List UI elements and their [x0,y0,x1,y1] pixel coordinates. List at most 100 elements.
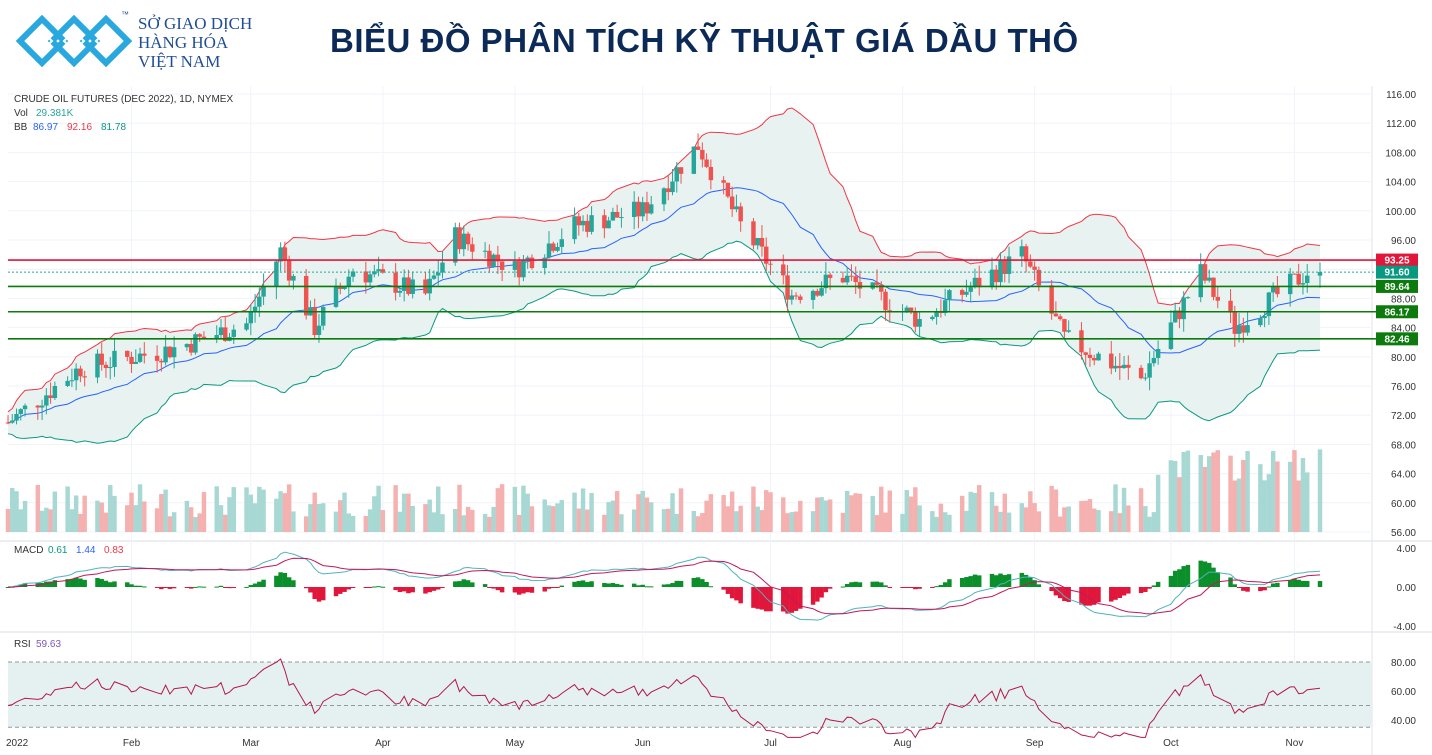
macd-histogram-bar [286,577,292,587]
volume-bar [1262,480,1267,532]
volume-bar [708,494,714,532]
macd-histogram-bar [546,587,552,589]
volume-bar [1126,505,1131,532]
candle-body [470,244,475,252]
bb-lower-value: 81.78 [101,122,126,133]
macd-histogram-bar [942,582,948,587]
volume-bar [193,516,198,532]
macd-histogram-bar [397,587,403,593]
macd-histogram-bar [1241,587,1246,591]
price-tick-label: 104.00 [1385,178,1416,189]
candle-body [1304,275,1310,284]
candle-body [870,282,875,289]
macd-histogram-bar [1236,587,1242,588]
macd-histogram-bar [589,581,594,587]
candle-body [555,246,560,251]
candle-body [380,269,386,273]
volume-bar [1181,451,1186,532]
candle-body [670,181,675,193]
candle-body [1300,283,1306,285]
macd-histogram-bar [1143,587,1148,592]
macd-histogram-bar [1181,566,1186,587]
candle-body [1172,310,1178,323]
volume-bar [1207,456,1212,532]
volume-bar [619,514,624,532]
macd-histogram-bar [427,587,432,593]
volume-bar [308,504,313,532]
volume-bar [1109,511,1114,532]
macd-histogram-bar [1036,584,1042,587]
volume-bar [551,506,556,532]
candle-body [1113,365,1118,369]
volume-bar [1202,466,1208,532]
candle-body [1177,310,1182,320]
macd-histogram-bar [764,587,769,612]
macd-histogram-bar [844,583,850,587]
volume-bar [798,500,803,532]
macd-histogram-bar [1296,579,1301,587]
macd-histogram-bar [700,579,705,587]
volume-bar [827,499,833,532]
volume-bar [103,512,109,532]
candle-body [793,295,799,297]
volume-bar [342,492,347,532]
macd-histogram-bar [457,581,462,587]
volume-bar [1228,455,1233,532]
volume-bar [768,492,773,532]
volume-bar [372,496,377,532]
macd-histogram-bar [1292,578,1297,587]
candle-body [1143,377,1148,379]
candle-body [1262,316,1267,319]
candle-body [674,167,680,182]
candle-body [44,395,49,406]
volume-bar [125,505,130,532]
candle-body [278,247,283,262]
volume-bar [691,510,697,532]
candle-body [286,260,292,281]
candle-body [159,360,164,363]
macd-histogram-bar [959,577,965,587]
volume-bar [1266,474,1272,532]
macd-histogram-bar [768,587,773,612]
candle-body [1121,364,1127,369]
macd-histogram-bar [142,586,147,588]
macd-histogram-bar [559,585,564,587]
volume-bar [1113,484,1118,532]
chart-area: 116.00112.00108.00104.00100.0096.0092.00… [0,86,1432,755]
macd-histogram-bar [521,587,526,594]
bollinger-upper-line [7,107,1321,413]
volume-bar [781,497,786,532]
candle-body [972,277,978,288]
rsi-pane [7,658,1372,739]
vol-label: Vol [14,108,28,119]
volume-bar [1168,460,1174,532]
volume-bar [942,512,948,532]
bollinger-basis-line [7,187,1321,424]
macd-histogram-bar [1185,564,1191,587]
candle-body [338,285,343,290]
volume-bar [22,500,28,532]
candle-body [1185,297,1191,299]
candle-body [137,353,143,362]
candle-body [785,275,790,300]
macd-histogram-bar [193,586,198,588]
macd-histogram-bar [410,587,415,593]
volume-bar [908,496,914,532]
volume-bar [163,489,168,532]
macd-histogram-bar [810,587,816,605]
macd-histogram-bar [900,587,905,588]
candle-body [819,288,824,296]
volume-bar [819,497,824,532]
rsi-tick-label: 80.00 [1391,658,1416,669]
macd-histogram-bar [529,587,535,593]
macd-histogram-bar [1275,582,1280,587]
bb-basis-value: 86.97 [33,122,58,133]
volume-bar [1270,451,1276,532]
volume-bar [184,500,190,532]
macd-histogram-bar [372,586,377,588]
candle-body [18,409,24,414]
volume-bar [1241,460,1246,532]
macd-histogram-bar [994,575,999,587]
x-tick-label: Sep [1026,738,1044,749]
macd-histogram-bar [1053,587,1059,596]
